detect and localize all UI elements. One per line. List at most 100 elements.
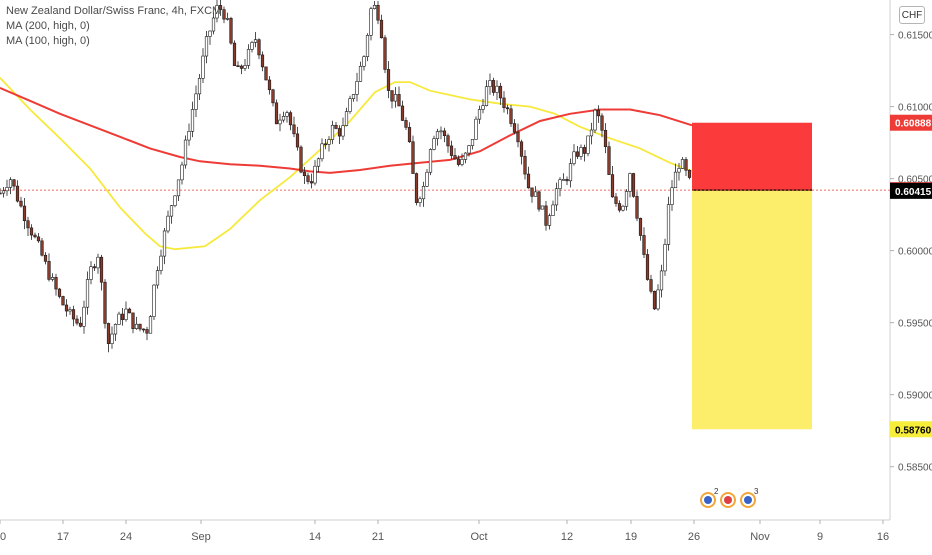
x-tick-label: 9 xyxy=(817,531,823,543)
ma200-legend[interactable]: MA (200, high, 0) xyxy=(6,20,90,32)
candle-body xyxy=(61,296,65,306)
candle-body xyxy=(491,80,496,93)
x-tick-label: Sep xyxy=(191,531,211,543)
candle-body xyxy=(358,65,363,82)
candle-body xyxy=(495,85,499,93)
ma200-line[interactable] xyxy=(0,86,693,174)
candle-body xyxy=(554,188,559,206)
x-tick-label: 12 xyxy=(561,531,573,543)
event-marker-flag[interactable] xyxy=(724,496,732,504)
candle-body xyxy=(159,255,163,271)
candle-body xyxy=(547,215,552,226)
candle-body xyxy=(99,256,104,283)
candle-body xyxy=(309,181,314,184)
x-tick-label: 24 xyxy=(120,531,132,543)
candle-body xyxy=(624,191,629,207)
ma100-line[interactable] xyxy=(0,77,693,251)
candle-body xyxy=(680,159,685,169)
candle-body xyxy=(621,205,625,211)
candle-body xyxy=(215,5,219,19)
candle-body xyxy=(453,155,457,160)
y-tick-label: 0.61500 xyxy=(898,31,932,42)
candle-body xyxy=(89,266,93,280)
candle-body xyxy=(36,236,41,242)
candle-body xyxy=(127,308,132,314)
candle-body xyxy=(607,146,611,175)
candle-body xyxy=(642,235,646,255)
candle-body xyxy=(442,130,447,136)
event-marker-count: 3 xyxy=(754,487,759,496)
candle-body xyxy=(397,94,401,107)
candle-body xyxy=(29,227,34,236)
candle-body xyxy=(631,173,636,197)
candle-body xyxy=(267,79,272,91)
y-tick-label: 0.59500 xyxy=(898,319,932,330)
candle-body xyxy=(232,42,237,66)
candle-body xyxy=(271,89,275,104)
candle-body xyxy=(180,164,184,181)
take-profit-zone[interactable] xyxy=(692,190,812,430)
x-tick-label: 10 xyxy=(0,531,6,543)
candle-body xyxy=(509,108,513,124)
chart-legend: New Zealand Dollar/Swiss Franc, 4h, FXCM… xyxy=(6,4,221,49)
candle-body xyxy=(645,254,650,280)
candle-body xyxy=(278,119,282,125)
y-tick-label: 0.61000 xyxy=(898,103,932,114)
candle-body xyxy=(341,125,345,137)
candle-body xyxy=(586,135,590,154)
candle-body xyxy=(162,230,167,257)
candle-body xyxy=(229,18,233,44)
candle-body xyxy=(19,200,23,207)
candle-body xyxy=(484,86,489,106)
candle-body xyxy=(474,118,478,140)
y-tick-label: 0.60000 xyxy=(898,247,932,258)
candle-body xyxy=(187,131,191,141)
candle-body xyxy=(96,256,100,269)
candle-body xyxy=(211,17,216,32)
x-tick-label: Oct xyxy=(470,531,487,543)
candle-body xyxy=(390,90,394,102)
candle-body xyxy=(26,220,30,229)
candle-body xyxy=(666,204,671,245)
candle-body xyxy=(85,279,90,308)
candle-body xyxy=(64,304,69,312)
candle-body xyxy=(239,65,244,69)
candle-body xyxy=(516,131,520,143)
ma100-legend[interactable]: MA (100, high, 0) xyxy=(6,35,90,47)
candle-body xyxy=(15,185,20,202)
candle-body xyxy=(57,288,62,297)
candle-body xyxy=(418,198,422,203)
stop-loss-zone[interactable] xyxy=(692,122,812,191)
candle-body xyxy=(145,329,149,334)
y-tick-label: 0.59000 xyxy=(898,391,932,402)
candle-body xyxy=(40,240,44,256)
candle-body xyxy=(22,205,27,222)
candle-body xyxy=(649,279,653,292)
candle-body xyxy=(614,196,618,204)
candle-body xyxy=(194,93,198,110)
candle-body xyxy=(589,129,594,137)
candle-body xyxy=(687,169,692,178)
chart-title[interactable]: New Zealand Dollar/Swiss Franc, 4h, FXCM xyxy=(6,5,222,17)
candle-body xyxy=(138,323,142,330)
event-marker-flag[interactable] xyxy=(704,496,712,504)
candle-body xyxy=(33,234,37,238)
candle-body xyxy=(544,205,548,226)
candle-body xyxy=(330,124,335,140)
candle-body xyxy=(0,192,2,195)
candle-body xyxy=(432,138,436,150)
price-label-bg xyxy=(890,182,932,199)
candle-body xyxy=(117,313,121,325)
candle-body xyxy=(173,195,177,206)
event-marker-flag[interactable] xyxy=(744,496,752,504)
candle-body xyxy=(362,56,366,67)
candle-body xyxy=(372,4,377,9)
candle-body xyxy=(257,39,261,56)
candle-body xyxy=(561,179,566,181)
currency-button[interactable]: CHF xyxy=(899,6,925,24)
candle-body xyxy=(197,78,202,95)
candle-body xyxy=(414,173,419,203)
candle-body xyxy=(285,112,289,117)
